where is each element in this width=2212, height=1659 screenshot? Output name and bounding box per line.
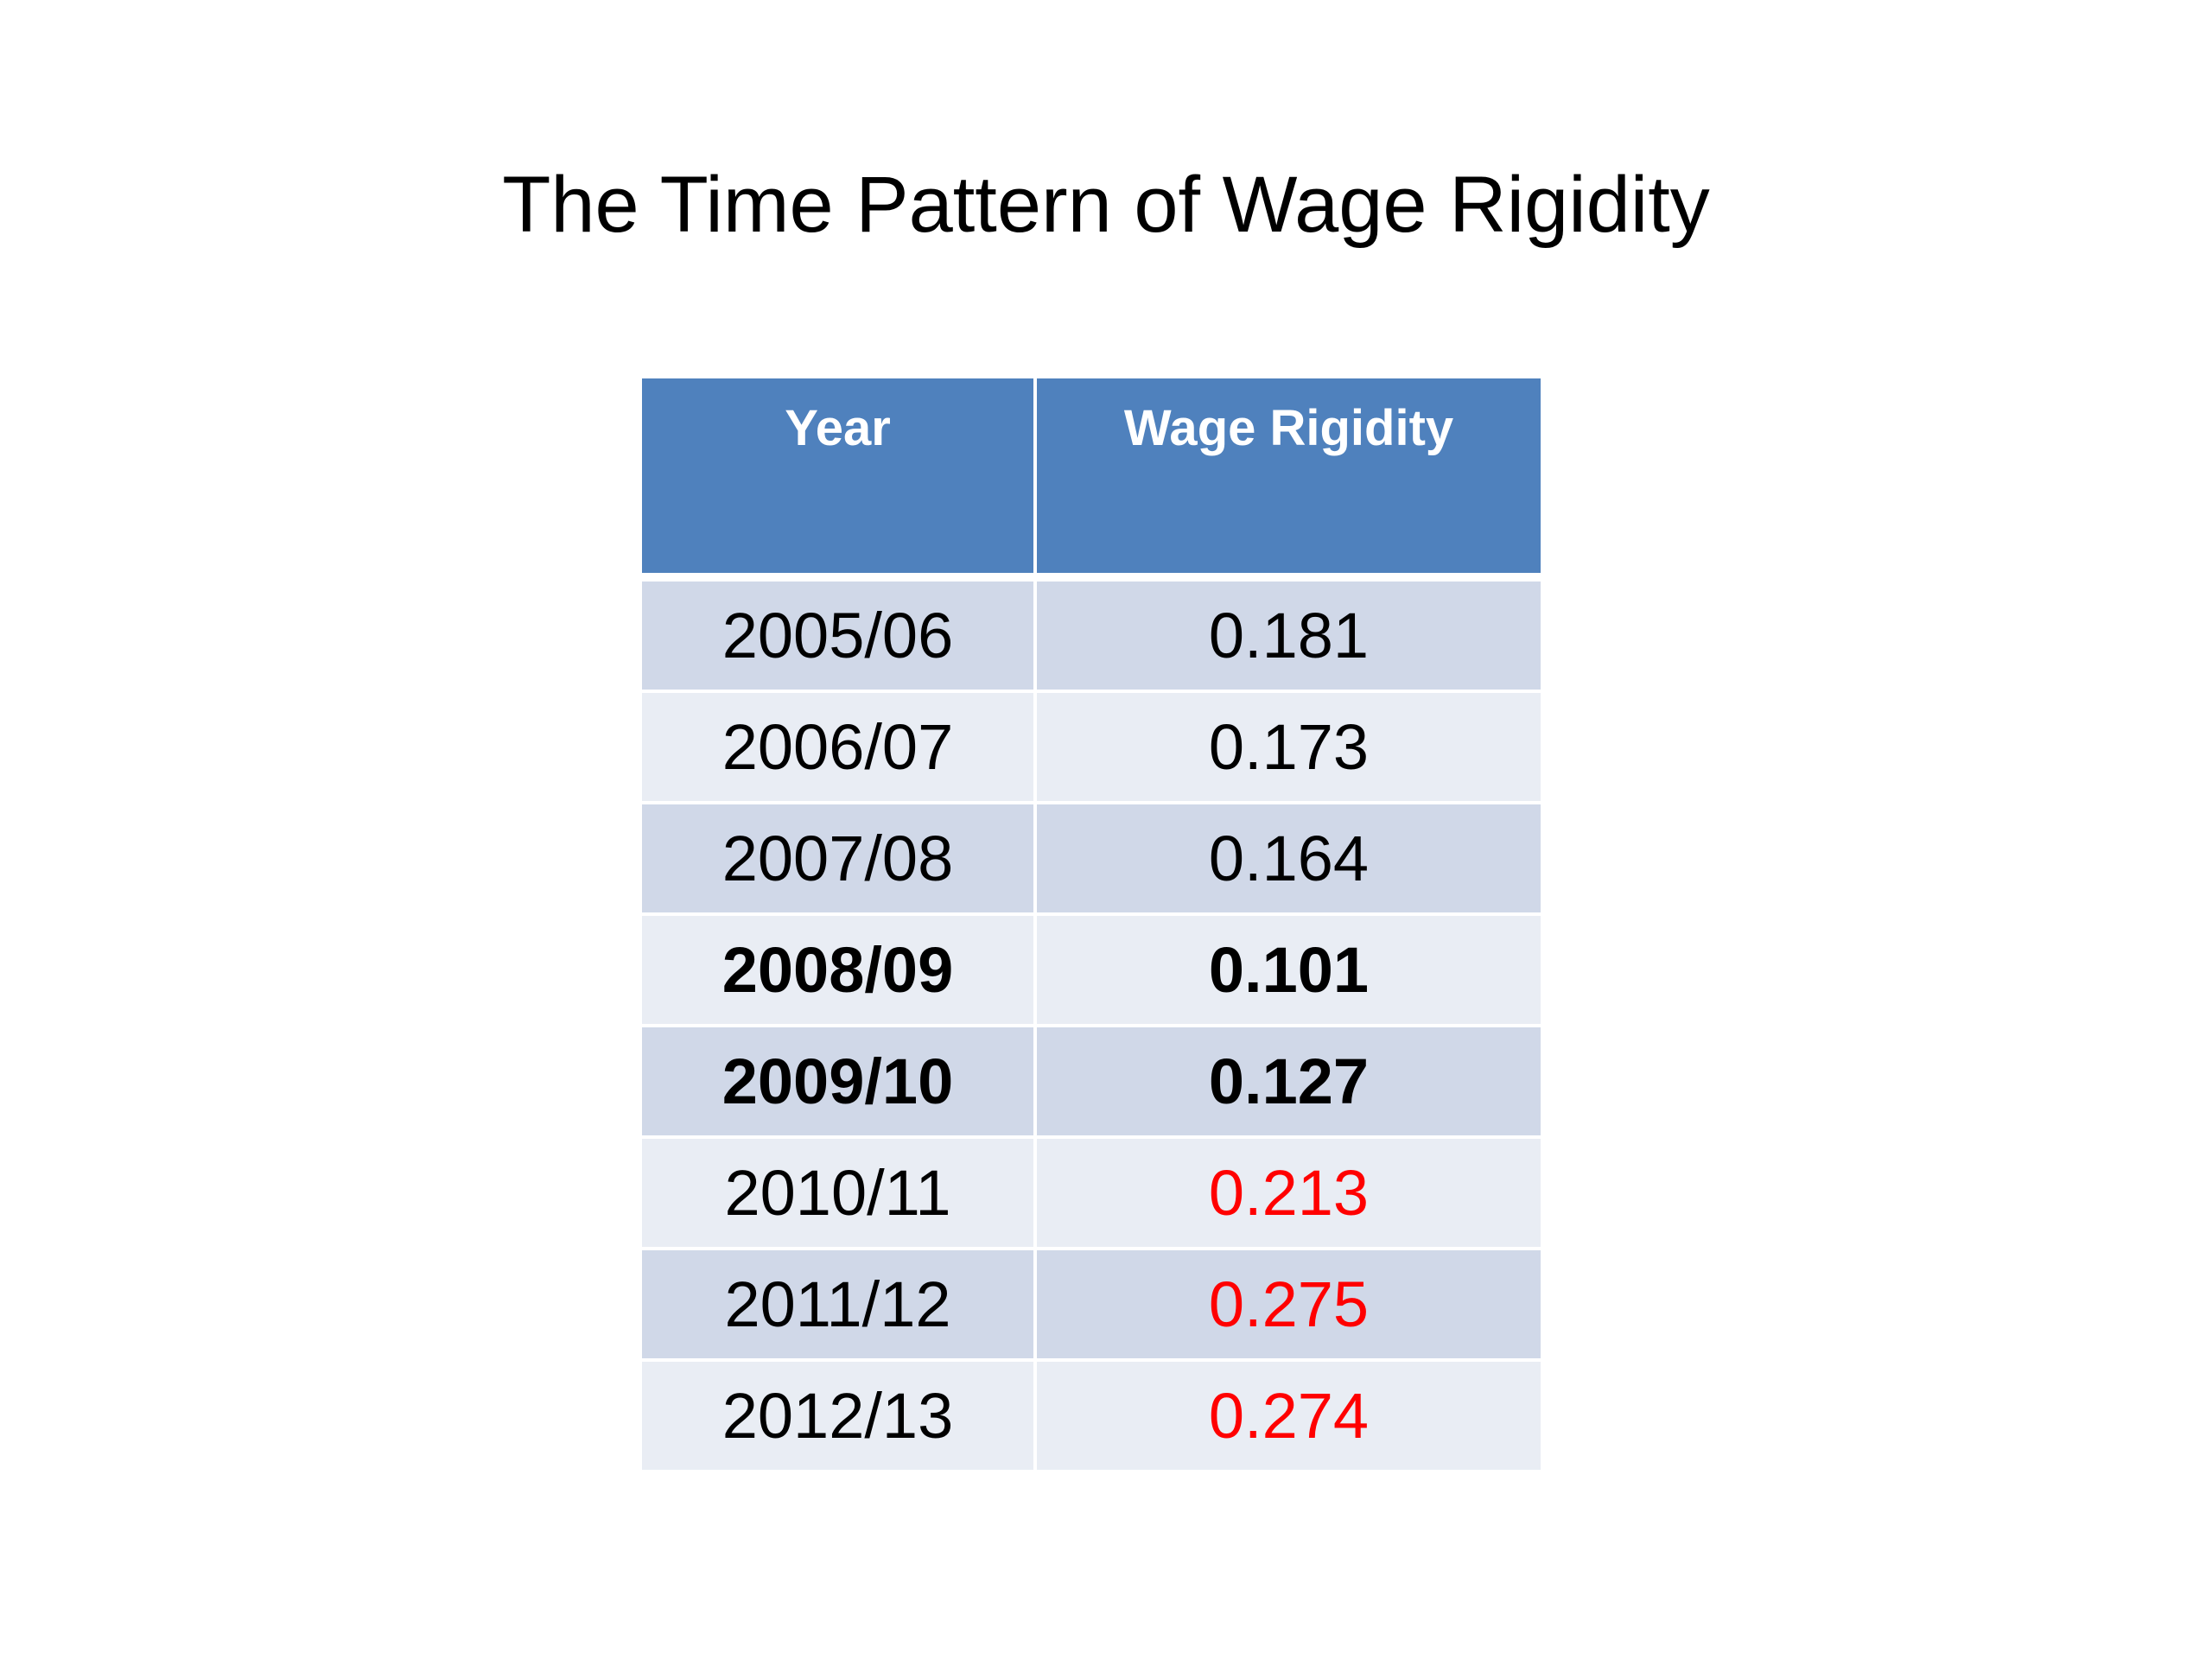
table-row: 2011/12 0.275 (642, 1250, 1541, 1362)
wage-rigidity-table: Year Wage Rigidity 2005/06 0.181 2006/07… (642, 378, 1541, 1473)
header-wage-rigidity: Wage Rigidity (1037, 378, 1541, 582)
table-row: 2010/11 0.213 (642, 1139, 1541, 1250)
value-cell: 0.101 (1037, 916, 1541, 1027)
value-cell-highlighted: 0.274 (1037, 1362, 1541, 1473)
value-cell: 0.181 (1037, 582, 1541, 693)
table-row: 2012/13 0.274 (642, 1362, 1541, 1473)
table-row-bold: 2008/09 0.101 (642, 916, 1541, 1027)
table-header-row: Year Wage Rigidity (642, 378, 1541, 582)
year-cell: 2007/08 (642, 804, 1037, 916)
table-row: 2007/08 0.164 (642, 804, 1541, 916)
year-cell: 2010/11 (642, 1139, 1037, 1250)
year-cell: 2009/10 (642, 1027, 1037, 1139)
value-cell: 0.173 (1037, 693, 1541, 804)
table-row: 2006/07 0.173 (642, 693, 1541, 804)
value-cell: 0.164 (1037, 804, 1541, 916)
year-cell: 2008/09 (642, 916, 1037, 1027)
slide-title: The Time Pattern of Wage Rigidity (502, 161, 1710, 249)
value-cell-highlighted: 0.275 (1037, 1250, 1541, 1362)
year-cell: 2006/07 (642, 693, 1037, 804)
year-cell: 2012/13 (642, 1362, 1037, 1473)
header-year: Year (642, 378, 1037, 582)
table-row-bold: 2009/10 0.127 (642, 1027, 1541, 1139)
value-cell: 0.127 (1037, 1027, 1541, 1139)
value-cell-highlighted: 0.213 (1037, 1139, 1541, 1250)
table-row: 2005/06 0.181 (642, 582, 1541, 693)
year-cell: 2011/12 (642, 1250, 1037, 1362)
year-cell: 2005/06 (642, 582, 1037, 693)
